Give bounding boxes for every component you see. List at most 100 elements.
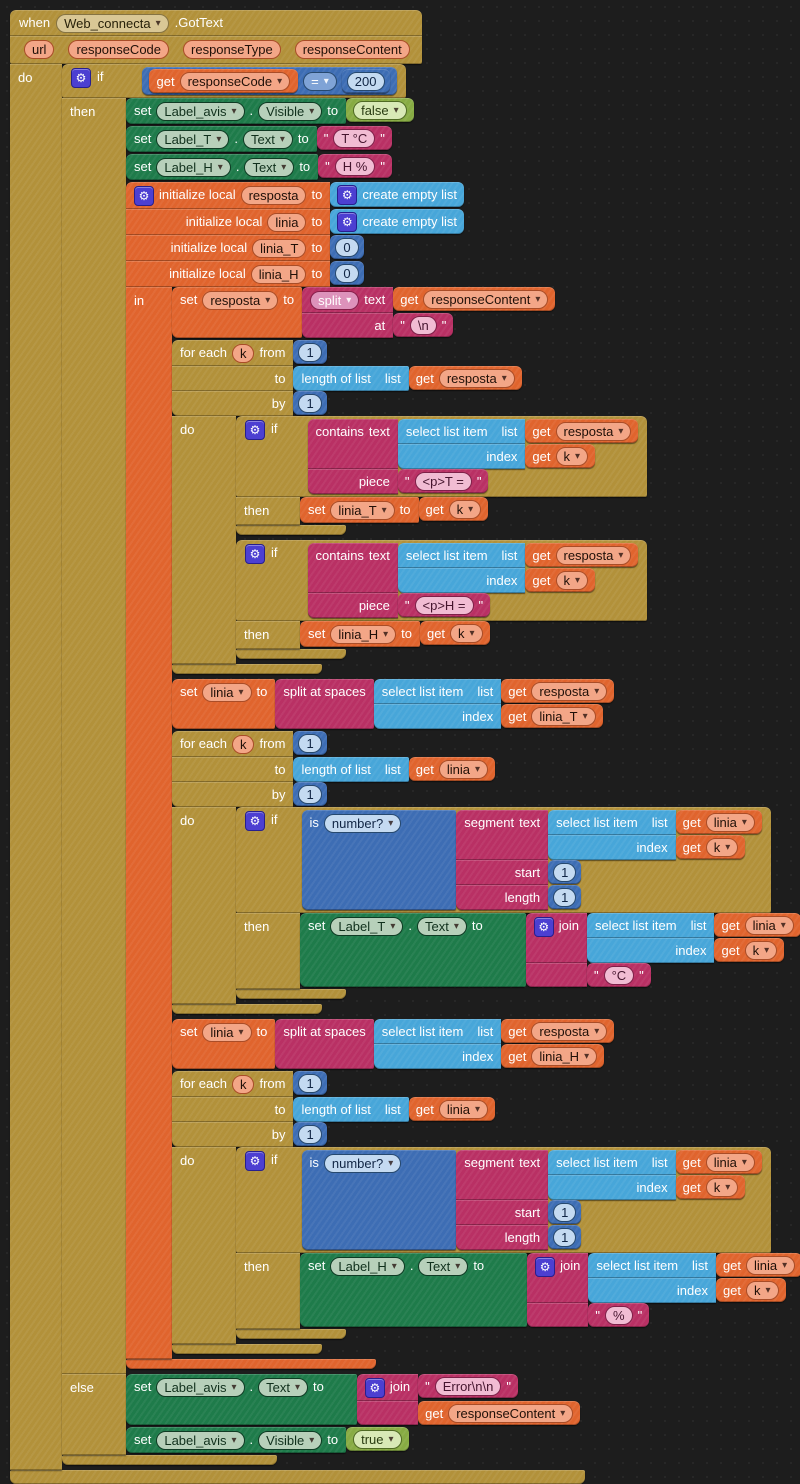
component-dropdown[interactable]: Label_T ▾	[330, 917, 404, 936]
segment-block[interactable]: segment text select list item list get lini…	[456, 810, 762, 910]
get-k-block[interactable]: get k ▾	[525, 444, 596, 468]
set-linia-h-block[interactable]: set linia_H ▾ to get k ▾	[300, 621, 490, 647]
split-at-spaces-block[interactable]: split at spaces select list item list get…	[275, 679, 615, 729]
property-dropdown[interactable]: Text ▾	[242, 130, 293, 149]
string-field[interactable]: %	[605, 1306, 633, 1325]
string-field[interactable]: H %	[334, 157, 376, 176]
mutator-gear-icon[interactable]: ⚙	[245, 544, 265, 564]
foreach-k-linia-t-block[interactable]: for each k from 1 to	[172, 731, 800, 1017]
component-dropdown[interactable]: Label_avis ▾	[156, 1378, 245, 1397]
number-field[interactable]: 1	[553, 1203, 577, 1222]
variable-dropdown[interactable]: resposta ▾	[438, 369, 515, 388]
number-field[interactable]: 1	[553, 888, 577, 907]
variable-dropdown[interactable]: responseContent ▾	[448, 1404, 574, 1423]
variable-dropdown[interactable]: linia ▾	[202, 683, 252, 702]
variable-dropdown[interactable]: linia ▾	[744, 916, 794, 935]
number-field[interactable]: 1	[553, 1228, 577, 1247]
variable-dropdown[interactable]: k ▾	[448, 500, 482, 519]
variable-dropdown[interactable]: linia ▾	[202, 1023, 252, 1042]
if-header[interactable]: ⚙ if get responseCode ▾ = ▾ 200	[62, 64, 406, 98]
local-name-field[interactable]: linia_H	[250, 265, 307, 284]
get-resposta-block[interactable]: get resposta ▾	[525, 543, 639, 567]
set-labelavis-visible-false[interactable]: set Label_avis ▾ . Visible ▾ to false ▾	[126, 98, 414, 124]
create-empty-list-block[interactable]: ⚙ create empty list	[330, 182, 464, 207]
if-header[interactable]: ⚙ if is number? ▾	[236, 1147, 771, 1253]
select-list-item-block[interactable]: select list item list get linia ▾ index get…	[548, 810, 762, 860]
get-k-block[interactable]: get k ▾	[714, 938, 785, 962]
number-1-block[interactable]: 1	[293, 1071, 327, 1095]
equals-block[interactable]: get responseCode ▾ = ▾ 200	[141, 67, 397, 95]
mutator-gear-icon[interactable]: ⚙	[535, 1257, 556, 1277]
set-linia-splitspaces-t[interactable]: set linia ▾ to split at spaces	[172, 679, 615, 729]
get-k-block[interactable]: get k ▾	[675, 835, 746, 859]
string-block[interactable]: " Error\n\n "	[418, 1374, 518, 1398]
mutator-gear-icon[interactable]: ⚙	[245, 811, 265, 831]
number-field[interactable]: 1	[298, 1074, 322, 1093]
local-name-field[interactable]: resposta	[240, 186, 307, 205]
get-responsecontent-block[interactable]: get responseContent ▾	[393, 287, 556, 311]
loop-variable-field[interactable]: k	[231, 344, 255, 363]
variable-dropdown[interactable]: responseContent ▾	[423, 290, 549, 309]
string-block[interactable]: "% "	[588, 1303, 650, 1327]
number-field[interactable]: 1	[298, 394, 322, 413]
number-0-block[interactable]: 0	[330, 261, 364, 285]
number-1-block[interactable]: 1	[293, 731, 327, 755]
number-field[interactable]: 200	[346, 72, 385, 91]
string-block[interactable]: " H % "	[318, 154, 392, 178]
variable-dropdown[interactable]: linia ▾	[438, 1100, 488, 1119]
variable-dropdown[interactable]: linia_H ▾	[531, 1047, 598, 1066]
variable-dropdown[interactable]: linia ▾	[705, 813, 755, 832]
if-contains-t-block[interactable]: ⚙ if contains text	[236, 416, 648, 538]
is-number-block[interactable]: is number? ▾ segment text	[301, 810, 762, 910]
local-name-field[interactable]: linia	[267, 213, 307, 232]
variable-dropdown[interactable]: k ▾	[705, 838, 739, 857]
number-field[interactable]: 1	[298, 1125, 322, 1144]
number-field[interactable]: 1	[553, 863, 577, 882]
property-dropdown[interactable]: Text ▾	[258, 1378, 309, 1397]
variable-dropdown[interactable]: k ▾	[450, 624, 483, 643]
logic-false-block[interactable]: false ▾	[346, 98, 414, 122]
select-list-item-block[interactable]: select list item list get linia ▾ index get…	[588, 1253, 800, 1303]
variable-dropdown[interactable]: k ▾	[744, 941, 778, 960]
component-dropdown[interactable]: Web_connecta ▾	[56, 14, 169, 33]
number-200-block[interactable]: 200	[341, 69, 390, 93]
string-field[interactable]: °C	[603, 966, 635, 985]
string-field[interactable]: Error\n\n	[434, 1377, 502, 1396]
get-responsecode-block[interactable]: get responseCode ▾	[148, 69, 299, 93]
init-row-linia[interactable]: initialize local linia to	[126, 209, 331, 235]
string-block[interactable]: " T °C "	[316, 126, 392, 150]
number-1-block[interactable]: 1	[293, 340, 327, 364]
contains-block[interactable]: contains text select list item list get res…	[307, 419, 639, 494]
param-responsecontent[interactable]: responseContent	[294, 40, 410, 59]
number-1-block[interactable]: 1	[548, 1200, 582, 1224]
get-k-block[interactable]: get k ▾	[675, 1175, 746, 1199]
logic-true-block[interactable]: true ▾	[346, 1427, 409, 1451]
select-list-item-block[interactable]: select list item list get resposta ▾ index …	[373, 679, 615, 729]
get-resposta-block[interactable]: get resposta ▾	[525, 419, 639, 443]
local-name-field[interactable]: linia_T	[252, 239, 307, 258]
variable-dropdown[interactable]: k ▾	[555, 447, 589, 466]
foreach-k-resposta-block[interactable]: for each k from 1 to	[172, 340, 648, 677]
number-field[interactable]: 1	[298, 785, 322, 804]
property-dropdown[interactable]: Text ▾	[244, 158, 295, 177]
param-responsecode[interactable]: responseCode	[68, 40, 170, 59]
set-linia-t-block[interactable]: set linia_T ▾ to get k ▾	[300, 497, 489, 523]
mutator-gear-icon[interactable]: ⚙	[245, 1151, 265, 1171]
get-k-block[interactable]: get k ▾	[418, 497, 489, 521]
create-empty-list-block[interactable]: ⚙ create empty list	[330, 209, 464, 234]
loop-variable-field[interactable]: k	[231, 1075, 255, 1094]
number-field[interactable]: 0	[335, 264, 359, 283]
variable-dropdown[interactable]: resposta ▾	[202, 291, 279, 310]
property-dropdown[interactable]: Visible ▾	[258, 1431, 323, 1450]
mutator-gear-icon[interactable]: ⚙	[337, 185, 358, 205]
get-linia-block[interactable]: get linia ▾	[408, 1097, 495, 1121]
mutator-gear-icon[interactable]: ⚙	[533, 917, 554, 937]
variable-dropdown[interactable]: resposta ▾	[555, 422, 632, 441]
foreach-header[interactable]: for each k from	[172, 1071, 294, 1097]
number-1-block[interactable]: 1	[293, 782, 327, 806]
param-responsetype[interactable]: responseType	[183, 40, 281, 59]
when-gottext-event-block[interactable]: when Web_connecta ▾ .GotText url response…	[10, 10, 800, 1484]
variable-dropdown[interactable]: k ▾	[555, 571, 589, 590]
number-0-block[interactable]: 0	[330, 235, 364, 259]
